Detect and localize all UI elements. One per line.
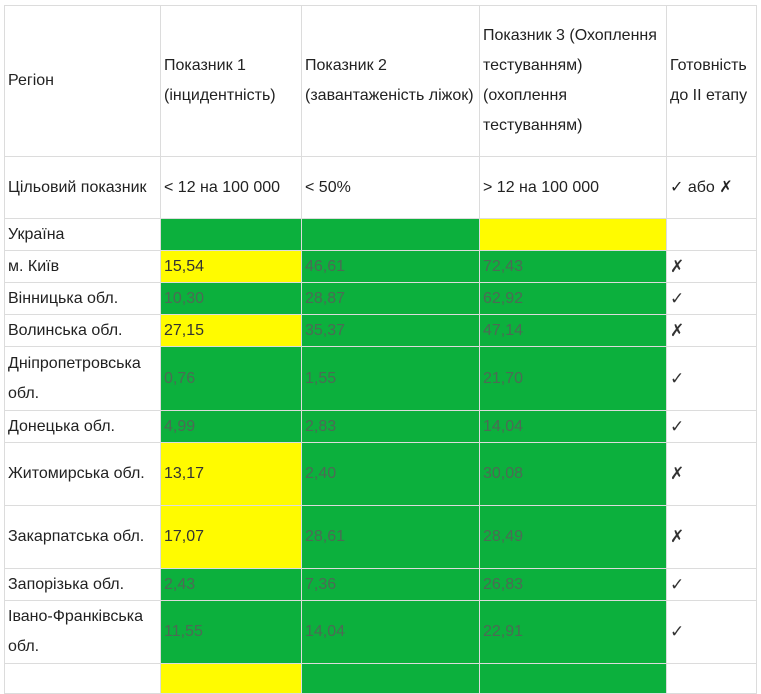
indicator-1-cell: 17,07 [160,505,302,569]
table-row: м. Київ 15,54 46,61 72,43 ✗ [4,250,757,283]
indicator-1-cell: 11,55 [160,600,302,664]
header-indicator-3: Показник 3 (Охоплення тестуванням) (охоп… [479,5,667,157]
indicator-2-cell: 2,40 [301,442,480,506]
indicator-2-cell: 7,36 [301,568,480,601]
table-row: Донецька обл. 4,99 2,83 14,04 ✓ [4,410,757,443]
indicator-3-cell [479,663,667,694]
table-row: Вінницька обл. 10,30 28,87 62,92 ✓ [4,282,757,315]
target-indicator-3: > 12 на 100 000 [479,156,667,219]
indicator-1-cell: 2,43 [160,568,302,601]
readiness-cell: ✗ [666,442,757,506]
region-cell: Закарпатська обл. [4,505,161,569]
header-indicator-2: Показник 2 (завантаженість ліжок) [301,5,480,157]
region-cell: Україна [4,218,161,251]
readiness-cell: ✗ [666,505,757,569]
table-row: Запорізька обл. 2,43 7,36 26,83 ✓ [4,568,757,601]
indicator-3-cell: 22,91 [479,600,667,664]
header-row: Регіон Показник 1 (інцидентність) Показн… [4,5,757,157]
region-cell: Донецька обл. [4,410,161,443]
region-cell: Житомирська обл. [4,442,161,506]
indicator-3-cell: 21,70 [479,346,667,411]
table-row: Україна [4,218,757,251]
table-row: Дніпропетровська обл. 0,76 1,55 21,70 ✓ [4,346,757,411]
header-region: Регіон [4,5,161,157]
indicator-3-cell: 14,04 [479,410,667,443]
indicator-3-cell: 72,43 [479,250,667,283]
indicators-table: Регіон Показник 1 (інцидентність) Показн… [4,5,757,694]
indicator-1-cell: 13,17 [160,442,302,506]
readiness-cell: ✓ [666,282,757,315]
indicator-2-cell [301,663,480,694]
target-indicator-2: < 50% [301,156,480,219]
indicator-2-cell: 2,83 [301,410,480,443]
readiness-cell [666,663,757,694]
region-cell: Запорізька обл. [4,568,161,601]
indicator-1-cell: 15,54 [160,250,302,283]
indicator-2-cell [301,218,480,251]
indicator-1-cell: 0,76 [160,346,302,411]
table-row: Івано-Франківська обл. 11,55 14,04 22,91 ✓ [4,600,757,664]
indicator-1-cell [160,663,302,694]
header-indicator-1: Показник 1 (інцидентність) [160,5,302,157]
readiness-cell: ✓ [666,568,757,601]
target-row: Цільовий показник < 12 на 100 000 < 50% … [4,156,757,219]
table-row [4,663,757,694]
indicator-2-cell: 28,87 [301,282,480,315]
region-cell: Волинська обл. [4,314,161,347]
indicator-1-cell [160,218,302,251]
indicator-3-cell: 47,14 [479,314,667,347]
target-label: Цільовий показник [4,156,161,219]
indicator-1-cell: 4,99 [160,410,302,443]
table-row: Житомирська обл. 13,17 2,40 30,08 ✗ [4,442,757,506]
region-cell [4,663,161,694]
indicator-3-cell: 62,92 [479,282,667,315]
indicator-3-cell: 30,08 [479,442,667,506]
indicator-3-cell [479,218,667,251]
table-row: Волинська обл. 27,15 35,37 47,14 ✗ [4,314,757,347]
target-readiness: ✓ або ✗ [666,156,757,219]
indicator-1-cell: 10,30 [160,282,302,315]
table-row: Закарпатська обл. 17,07 28,61 28,49 ✗ [4,505,757,569]
readiness-cell: ✗ [666,314,757,347]
indicator-3-cell: 28,49 [479,505,667,569]
header-readiness: Готовність до II етапу [666,5,757,157]
indicator-2-cell: 1,55 [301,346,480,411]
indicator-1-cell: 27,15 [160,314,302,347]
region-cell: Івано-Франківська обл. [4,600,161,664]
indicators-table-body: Регіон Показник 1 (інцидентність) Показн… [4,5,757,694]
readiness-cell: ✓ [666,410,757,443]
region-cell: м. Київ [4,250,161,283]
readiness-cell: ✗ [666,250,757,283]
target-indicator-1: < 12 на 100 000 [160,156,302,219]
indicator-2-cell: 14,04 [301,600,480,664]
indicator-2-cell: 46,61 [301,250,480,283]
indicator-3-cell: 26,83 [479,568,667,601]
indicator-2-cell: 35,37 [301,314,480,347]
readiness-cell [666,218,757,251]
region-cell: Дніпропетровська обл. [4,346,161,411]
readiness-cell: ✓ [666,600,757,664]
indicator-2-cell: 28,61 [301,505,480,569]
region-cell: Вінницька обл. [4,282,161,315]
readiness-cell: ✓ [666,346,757,411]
